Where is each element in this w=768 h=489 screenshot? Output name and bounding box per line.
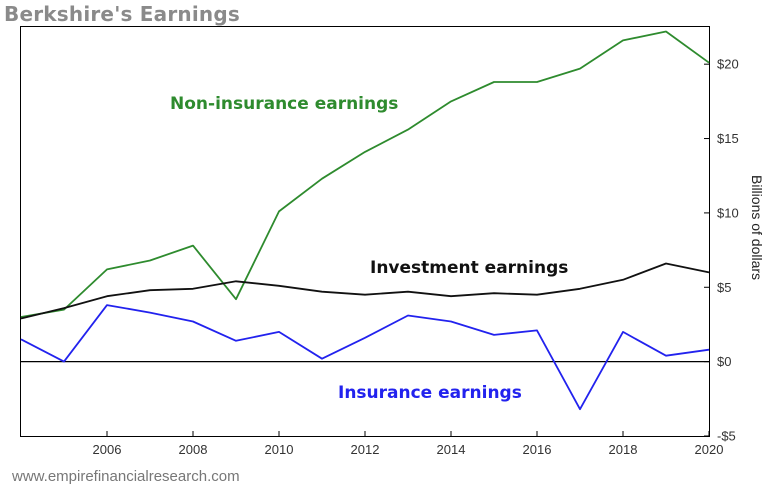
x-tick-label: 2016 [523, 442, 552, 457]
x-tick-label: 2018 [609, 442, 638, 457]
x-tick-label: 2020 [695, 442, 724, 457]
y-tick-label: $10 [717, 205, 739, 220]
plot-frame [20, 26, 710, 437]
y-tick-label: $5 [717, 280, 731, 295]
y-tick-label: $20 [717, 57, 739, 72]
x-tick-label: 2014 [437, 442, 466, 457]
series-label-investment: Investment earnings [370, 258, 568, 278]
x-tick-label: 2010 [265, 442, 294, 457]
x-tick-label: 2006 [93, 442, 122, 457]
series-line-non-insurance-earnings [20, 30, 710, 318]
y-tick-label: $15 [717, 131, 739, 146]
chart-title: Berkshire's Earnings [4, 2, 240, 26]
series-label-non-insurance: Non-insurance earnings [170, 94, 398, 114]
source-url: www.empirefinancialresearch.com [12, 468, 240, 485]
x-tick-label: 2008 [179, 442, 208, 457]
series-label-insurance: Insurance earnings [338, 383, 522, 403]
series-line-investment-earnings [20, 262, 710, 320]
ticks-layer: 2006 2008 2010 2012 2014 2016 2018 2020-$5 $0 $5 $… [93, 57, 739, 457]
y-tick-label: $0 [717, 354, 731, 369]
y-axis-label: Billions of dollars [749, 175, 765, 280]
y-tick-label: -$5 [717, 429, 736, 444]
series-layer [20, 30, 710, 411]
x-tick-label: 2012 [351, 442, 380, 457]
series-line-insurance-earnings [20, 304, 710, 411]
